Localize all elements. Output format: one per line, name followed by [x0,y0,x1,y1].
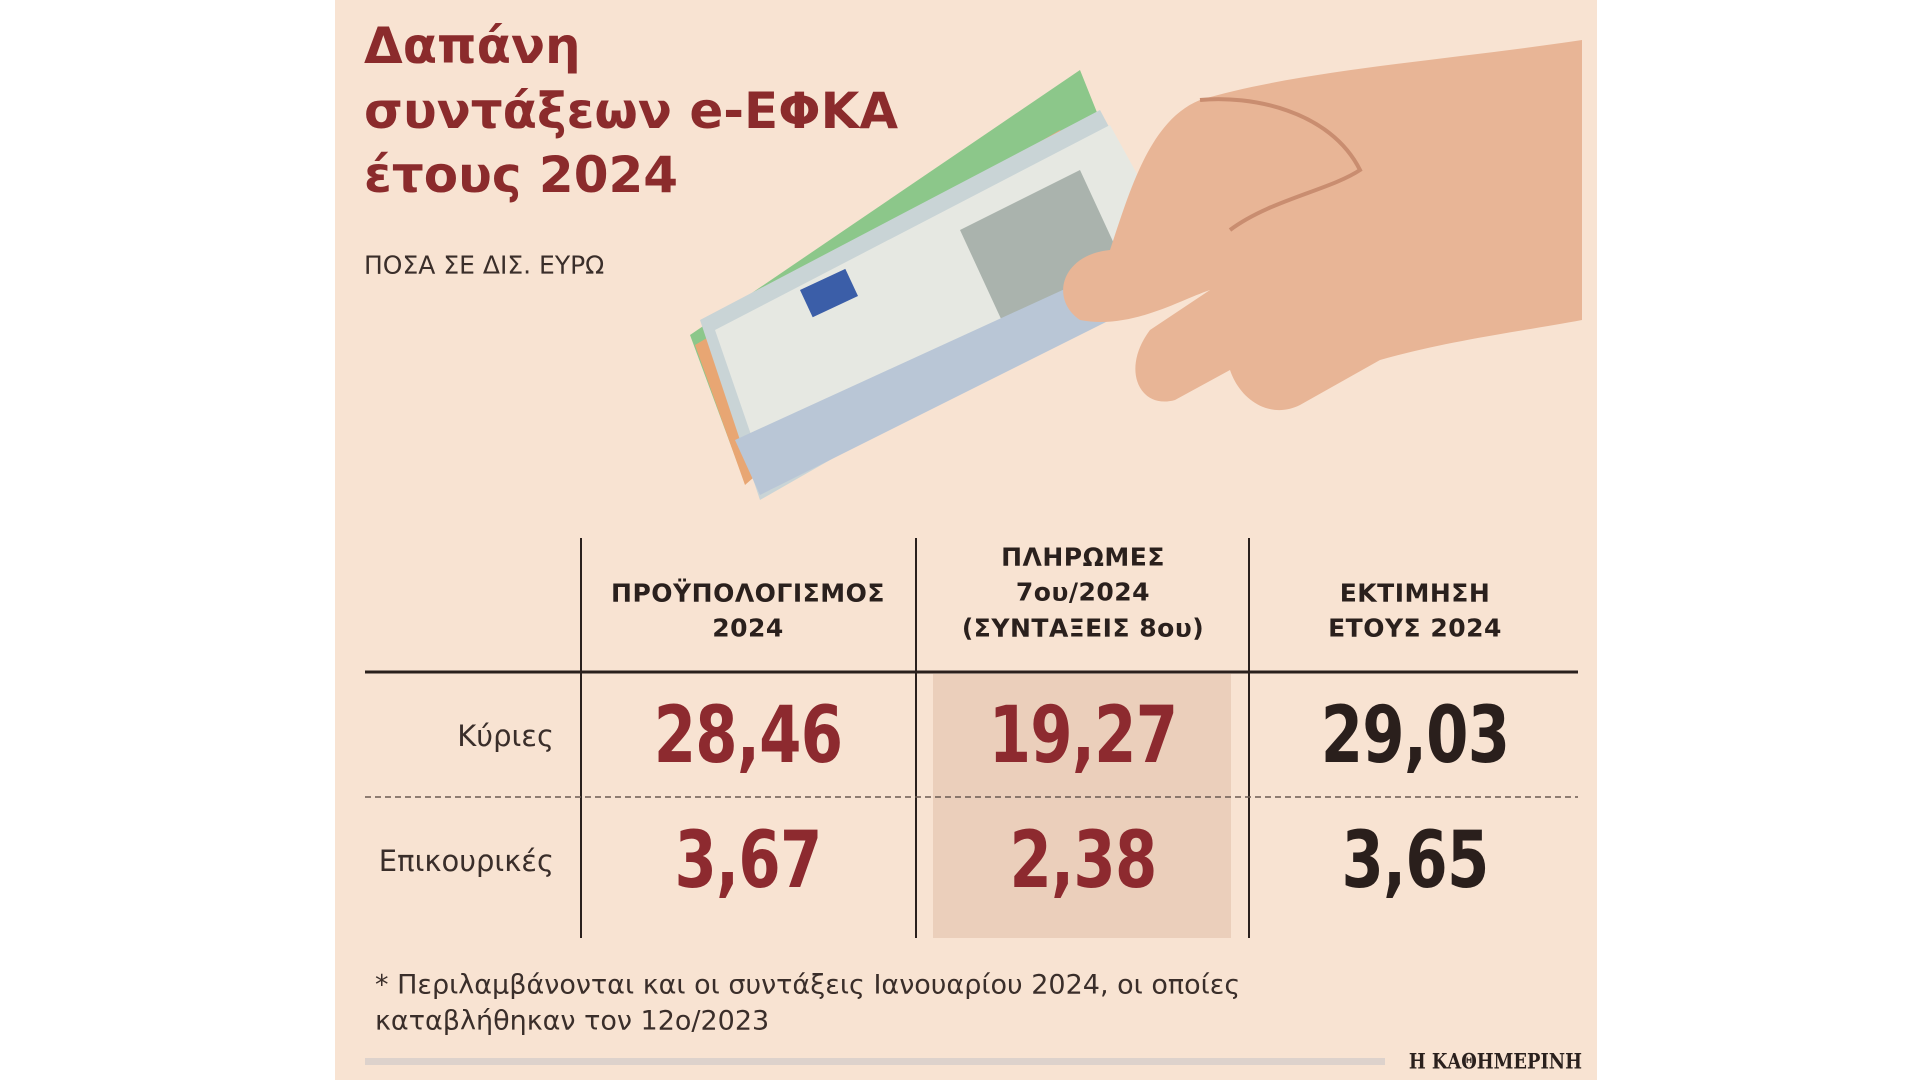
row-label: Κύριες [457,719,554,753]
photo-banknotes [690,70,1190,500]
title-line: έτους 2024 [364,146,679,204]
cell-value: 28,46 [653,691,843,781]
cell-value: 3,65 [1341,816,1490,906]
cell-value: 3,67 [674,816,823,906]
footnote: καταβλήθηκαν τον 12ο/2023 [375,1005,770,1037]
column-header: (ΣΥΝΤΑΞΕΙΣ 8ου) [961,613,1205,643]
cell-value: 2,38 [1009,816,1158,906]
column-header: ΕΚΤΙΜΗΣΗ [1339,578,1491,608]
photo-hand [1063,40,1582,411]
subtitle: ΠΟΣΑ ΣΕ ΔΙΣ. ΕΥΡΩ [364,250,605,280]
column-header: ΠΛΗΡΩΜΕΣ [1001,542,1165,572]
footer-bar [365,1058,1385,1065]
column-header: ΠΡΟΫΠΟΛΟΓΙΣΜΟΣ [611,578,885,608]
footnote: * Περιλαμβάνονται και οι συντάξεις Ιανου… [375,969,1241,1001]
cell-value: 19,27 [988,691,1178,781]
column-header: 2024 [712,613,784,643]
highlight-column [933,674,1231,938]
column-header: 7ου/2024 [1015,577,1151,607]
cell-value: 29,03 [1320,691,1510,781]
title-line: συντάξεων e-ΕΦΚΑ [364,82,899,140]
row-label: Επικουρικές [378,844,554,878]
source: Η ΚΑΘΗΜΕΡΙΝΗ [1408,1048,1582,1074]
title-line: Δαπάνη [364,17,581,75]
column-header: ΕΤΟΥΣ 2024 [1328,613,1502,643]
